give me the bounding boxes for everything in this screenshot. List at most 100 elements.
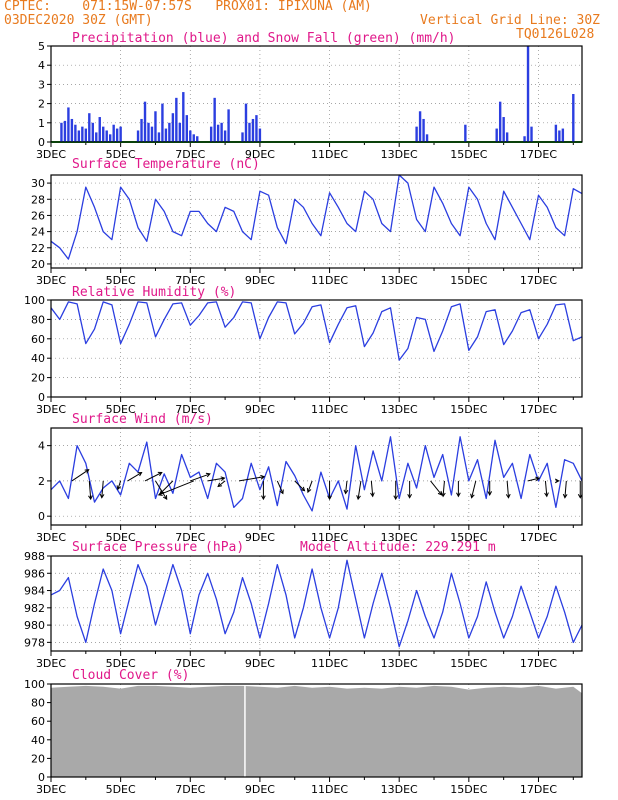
wind-xtick-label: 9DEC	[245, 531, 275, 544]
temp-xtick-label: 17DEC	[520, 274, 557, 287]
wind-vector-head	[162, 495, 168, 500]
wind-vector-head	[137, 471, 143, 477]
precip-xtick-label: 17DEC	[520, 148, 557, 161]
wind-vector	[117, 480, 122, 490]
precip-bar	[102, 126, 105, 142]
temp-title: Surface Temperature (nC)	[72, 157, 260, 172]
precip-bar	[554, 124, 558, 142]
rh-ytick-label: 40	[31, 352, 45, 365]
precip-bar	[168, 122, 171, 142]
wind-vector-head	[327, 495, 332, 501]
temp-ytick-label: 30	[31, 177, 45, 190]
temp-xtick-label: 11DEC	[311, 274, 348, 287]
wind-vector	[71, 469, 89, 482]
wind-vector-head	[456, 492, 461, 498]
vertical-grid-note: Vertical Grid Line: 30Z	[420, 13, 601, 28]
precip-frame	[50, 45, 583, 143]
cloud-frame	[50, 683, 583, 778]
wind-vector-head	[437, 490, 443, 496]
wind-xtick-label: 13DEC	[381, 531, 418, 544]
rh-xtick-label: 15DEC	[450, 403, 487, 416]
precip-bar	[227, 109, 230, 142]
temp-ytick-label: 24	[31, 226, 45, 239]
precip-xtick-label: 11DEC	[311, 148, 348, 161]
precip-bar	[175, 97, 178, 142]
temp-ytick-label: 20	[31, 258, 45, 271]
pres-xtick-label: 15DEC	[450, 657, 487, 670]
precip-bar	[464, 124, 467, 142]
wind-xtick-label: 11DEC	[311, 531, 348, 544]
wind-vector-head	[544, 492, 549, 498]
wind-vector	[471, 480, 477, 498]
pres-xtick-label: 11DEC	[311, 657, 348, 670]
panel-pres: Surface Pressure (hPa) Model Altitude: 22…	[24, 540, 583, 670]
wind-vector	[357, 480, 362, 500]
cloud-xtick-label: 15DEC	[450, 783, 487, 796]
wind-vector	[430, 480, 443, 496]
precip-ytick-label: 4	[38, 59, 45, 72]
wind-vector-head	[562, 493, 568, 499]
precip-bar	[418, 111, 422, 142]
wind-vector-head	[554, 478, 560, 484]
precip-bar	[526, 46, 530, 142]
precip-bar	[105, 130, 108, 142]
precip-bar	[91, 122, 94, 142]
header-line-2: 03DEC2020 30Z (GMT)	[4, 13, 153, 28]
precip-xtick-label: 9DEC	[245, 148, 275, 161]
panel-wind: Surface Wind (m/s) 0 2 4 3DEC 5DEC 7DEC 9DEC 11D…	[36, 412, 583, 544]
wind-series-line	[50, 436, 583, 512]
wind-vector	[238, 476, 265, 482]
precip-ytick-label: 0	[38, 136, 45, 149]
precip-ytick-label: 1	[38, 117, 45, 130]
precip-bar	[196, 136, 199, 142]
precip-bar	[67, 107, 70, 142]
wind-frame	[50, 427, 583, 526]
wind-vector	[88, 480, 92, 500]
wind-vector	[101, 480, 104, 498]
wind-vector-head	[356, 495, 361, 501]
precip-bar	[63, 120, 67, 142]
wind-xtick-label: 15DEC	[450, 531, 487, 544]
precip-bar	[530, 126, 533, 142]
wind-vector-head	[157, 491, 163, 496]
temp-xtick-label: 5DEC	[106, 274, 136, 287]
wind-vector-head	[535, 476, 541, 482]
precip-bar	[425, 134, 429, 142]
wind-vector-head	[505, 493, 511, 499]
precip-xtick-label: 5DEC	[106, 148, 136, 161]
precip-bar	[164, 128, 168, 142]
rh-title: Relative Humidity (%)	[72, 285, 236, 300]
wind-vector-head	[220, 476, 226, 481]
precip-bar	[209, 126, 213, 142]
precip-bar	[95, 132, 98, 142]
rh-xtick-label: 13DEC	[381, 403, 418, 416]
precip-bar	[216, 124, 220, 142]
pres-ytick-label: 988	[24, 550, 45, 563]
wind-vector	[307, 480, 313, 493]
wind-vector-head	[260, 474, 266, 480]
precip-bar	[223, 130, 227, 142]
wind-title: Surface Wind (m/s)	[72, 412, 213, 427]
wind-vector	[442, 480, 445, 497]
wind-vector	[527, 477, 540, 482]
cloud-ytick-label: 0	[38, 771, 45, 784]
pres-xtick-label: 3DEC	[36, 657, 66, 670]
pres-ytick-label: 984	[24, 585, 45, 598]
wind-vector-head	[441, 492, 446, 498]
precip-bar	[112, 124, 115, 142]
precip-bar	[108, 134, 112, 142]
precip-bar	[143, 101, 147, 142]
pres-ytick-label: 978	[24, 636, 45, 649]
cloud-ytick-label: 100	[24, 678, 45, 691]
temp-ytick-label: 22	[31, 242, 45, 255]
precip-bar	[213, 97, 216, 142]
precip-bar	[60, 122, 63, 142]
precip-bar	[182, 92, 185, 142]
wind-vector-head	[470, 493, 475, 499]
precip-xtick-label: 3DEC	[36, 148, 66, 161]
rh-xtick-label: 17DEC	[520, 403, 557, 416]
pres-xtick-label: 7DEC	[175, 657, 205, 670]
wind-vector	[144, 472, 163, 482]
precip-bar	[115, 128, 119, 142]
wind-vector-head	[205, 472, 211, 478]
